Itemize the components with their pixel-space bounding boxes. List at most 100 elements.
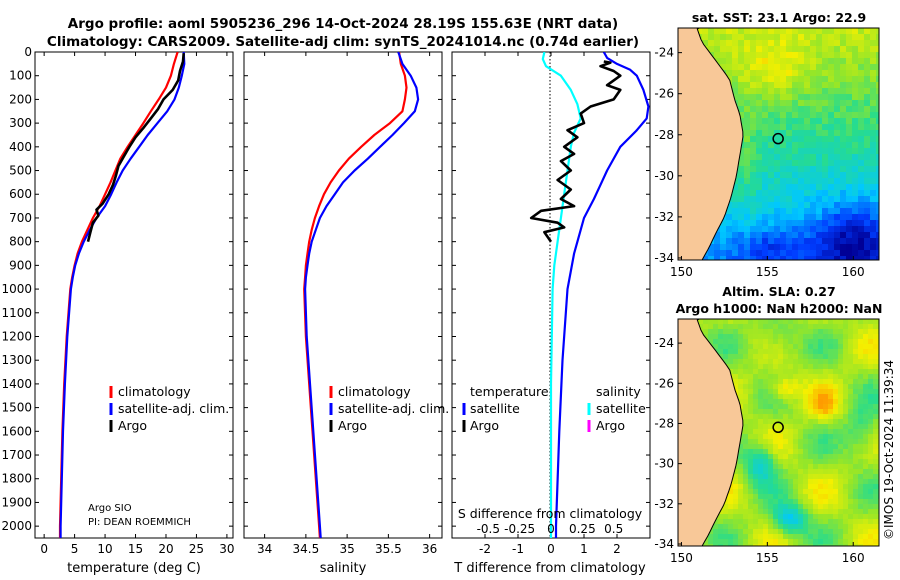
data-cell xyxy=(846,34,853,41)
data-cell xyxy=(792,208,799,215)
data-cell xyxy=(813,334,819,340)
data-cell xyxy=(843,449,849,455)
data-cell xyxy=(763,359,769,365)
data-cell xyxy=(786,112,793,119)
data-cell xyxy=(753,434,759,440)
data-cell xyxy=(744,202,751,209)
data-cell xyxy=(726,202,733,209)
data-cell xyxy=(798,364,804,370)
data-cell xyxy=(718,519,724,525)
data-cell xyxy=(750,82,757,89)
data-cell xyxy=(738,444,744,450)
data-cell xyxy=(810,166,817,173)
data-cell xyxy=(756,148,763,155)
data-cell xyxy=(743,519,749,525)
data-cell xyxy=(843,469,849,475)
data-cell xyxy=(792,124,799,131)
data-cell xyxy=(793,504,799,510)
data-cell xyxy=(813,494,819,500)
data-cell xyxy=(778,359,784,365)
data-cell xyxy=(833,364,839,370)
data-cell xyxy=(774,256,781,260)
data-cell xyxy=(732,256,739,260)
data-cell xyxy=(813,389,819,395)
data-cell xyxy=(763,439,769,445)
data-cell xyxy=(743,374,749,380)
data-cell xyxy=(834,184,841,191)
data-cell xyxy=(726,250,733,257)
data-cell xyxy=(780,154,787,161)
data-cell xyxy=(828,208,835,215)
sla-map-frame xyxy=(677,318,880,547)
data-cell xyxy=(720,46,727,53)
data-cell xyxy=(868,409,874,415)
data-cell xyxy=(822,52,829,59)
land-mass xyxy=(678,319,743,546)
data-cell xyxy=(738,202,745,209)
data-cell xyxy=(863,544,869,546)
data-cell xyxy=(768,112,775,119)
data-cell xyxy=(773,359,779,365)
data-cell xyxy=(853,534,859,540)
data-cell xyxy=(848,389,854,395)
data-cell xyxy=(868,344,874,350)
data-cell xyxy=(840,154,847,161)
data-cell xyxy=(753,364,759,370)
data-cell xyxy=(720,40,727,47)
data-cell xyxy=(726,34,733,41)
data-cell xyxy=(788,509,794,515)
data-cell xyxy=(813,374,819,380)
data-cell xyxy=(738,184,745,191)
data-cell xyxy=(750,208,757,215)
data-cell xyxy=(758,544,764,546)
data-cell xyxy=(768,184,775,191)
data-cell xyxy=(848,444,854,450)
data-cell xyxy=(738,100,745,107)
data-cell xyxy=(713,529,719,535)
data-cell xyxy=(823,449,829,455)
data-cell xyxy=(768,384,774,390)
data-cell xyxy=(758,419,764,425)
data-cell xyxy=(876,196,879,203)
data-cell xyxy=(852,130,859,137)
data-cell xyxy=(758,409,764,415)
data-cell xyxy=(852,106,859,113)
data-cell xyxy=(852,70,859,77)
data-cell xyxy=(858,112,865,119)
data-cell xyxy=(853,444,859,450)
data-cell xyxy=(763,424,769,430)
lat-tick-label: -24 xyxy=(654,46,674,60)
data-cell xyxy=(816,226,823,233)
data-cell xyxy=(864,142,871,149)
data-cell xyxy=(843,484,849,490)
data-cell xyxy=(773,354,779,360)
data-cell xyxy=(726,214,733,221)
data-cell xyxy=(702,34,709,41)
data-cell xyxy=(804,82,811,89)
data-cell xyxy=(723,499,729,505)
data-cell xyxy=(773,369,779,375)
data-cell xyxy=(852,52,859,59)
data-cell xyxy=(834,40,841,47)
data-cell xyxy=(843,439,849,445)
data-cell xyxy=(852,232,859,239)
data-cell xyxy=(756,166,763,173)
data-cell xyxy=(750,178,757,185)
data-cell xyxy=(868,324,874,330)
data-cell xyxy=(798,124,805,131)
data-cell xyxy=(750,160,757,167)
data-cell xyxy=(763,544,769,546)
data-cell xyxy=(816,244,823,251)
data-cell xyxy=(756,136,763,143)
data-cell xyxy=(723,534,729,540)
data-cell xyxy=(864,130,871,137)
data-cell xyxy=(783,529,789,535)
data-cell xyxy=(810,34,817,41)
data-cell xyxy=(848,369,854,375)
data-cell xyxy=(876,232,879,239)
data-cell xyxy=(723,339,729,345)
data-cell xyxy=(738,379,744,385)
data-cell xyxy=(873,494,879,500)
data-cell xyxy=(743,504,749,510)
data-cell xyxy=(822,196,829,203)
